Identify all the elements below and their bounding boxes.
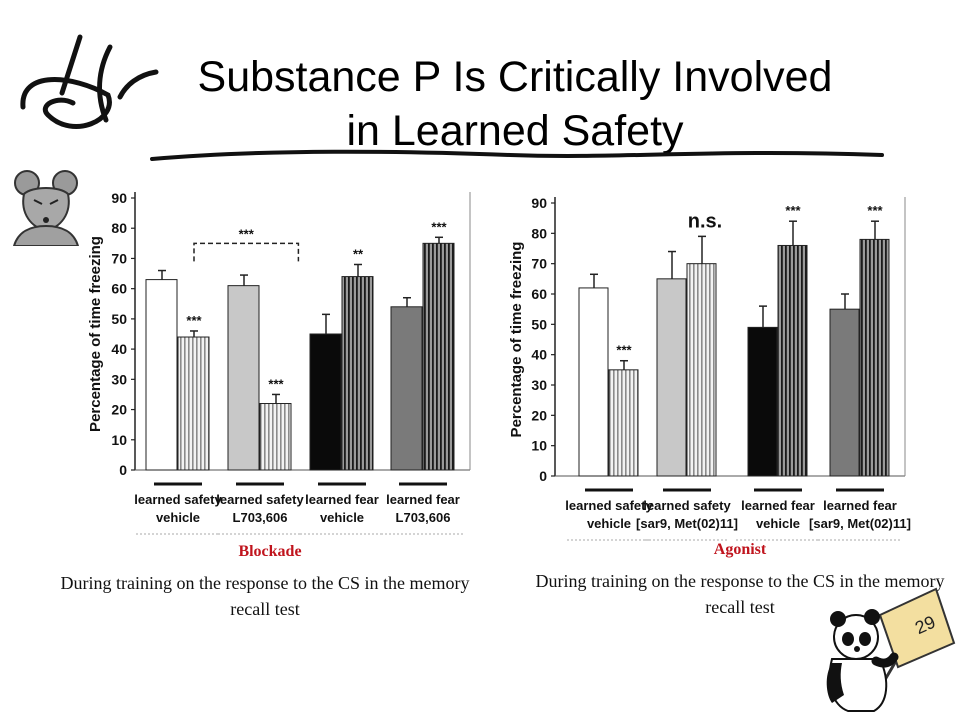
bar xyxy=(859,238,890,477)
group-label-line1: learned fear xyxy=(823,498,897,513)
significance-bracket xyxy=(193,242,300,262)
bar xyxy=(422,242,455,471)
y-tick-label: 0 xyxy=(539,468,547,484)
y-tick-label: 50 xyxy=(531,316,547,332)
group-label-line2: vehicle xyxy=(587,516,631,531)
group-label-line1: learned fear xyxy=(305,492,379,507)
caption-agonist-text: During training on the response to the C… xyxy=(535,571,945,617)
mouse-icon xyxy=(10,168,82,246)
significance-label: *** xyxy=(431,219,447,234)
bar xyxy=(309,333,342,471)
group-label-line1: learned fear xyxy=(741,498,815,513)
significance-label: *** xyxy=(186,313,202,328)
panda-icon: 29 xyxy=(826,587,956,712)
bar xyxy=(177,336,210,471)
significance-label: *** xyxy=(616,343,632,358)
group-label-line1: learned safety xyxy=(565,498,653,513)
bar xyxy=(608,369,639,477)
y-tick-label: 10 xyxy=(531,438,547,454)
group-label-line2: L703,606 xyxy=(396,510,451,525)
y-tick-label: 20 xyxy=(531,407,547,423)
group-label-line1: learned safety xyxy=(643,498,731,513)
group-label-line2: [sar9, Met(02)11] xyxy=(636,516,738,531)
y-axis-label: Percentage of time freezing xyxy=(508,242,525,438)
significance-label: ** xyxy=(353,246,364,261)
group-label-line2: vehicle xyxy=(320,510,364,525)
bar xyxy=(341,276,374,471)
y-tick-label: 40 xyxy=(531,347,547,363)
y-tick-label: 90 xyxy=(111,190,127,206)
y-tick-label: 0 xyxy=(119,462,127,478)
group-label-line2: L703,606 xyxy=(233,510,288,525)
y-tick-label: 20 xyxy=(111,402,127,418)
slide-title-line-2: in Learned Safety xyxy=(346,107,684,155)
bar xyxy=(829,308,860,477)
y-tick-label: 90 xyxy=(531,195,547,211)
bar xyxy=(578,287,609,477)
ghost-squiggle-icon xyxy=(20,34,159,129)
group-label-line1: learned safety xyxy=(134,492,222,507)
y-tick-label: 60 xyxy=(111,281,127,297)
y-tick-label: 50 xyxy=(111,311,127,327)
y-tick-label: 80 xyxy=(531,225,547,241)
group-label-line1: learned fear xyxy=(386,492,460,507)
chart-agonist: Percentage of time freezing 0 10 20 30 40 50 60… xyxy=(508,195,911,541)
slide-title-line-1: Substance P Is Critically Involved xyxy=(197,53,833,101)
bar xyxy=(777,244,808,477)
bar xyxy=(747,326,778,477)
bar xyxy=(145,279,178,471)
ns-annotation: n.s. xyxy=(688,210,722,232)
group-label-line1: learned safety xyxy=(216,492,304,507)
y-tick-label: 30 xyxy=(531,377,547,393)
y-axis-label: Percentage of time freezing xyxy=(87,236,104,432)
bracket-label: *** xyxy=(239,226,255,241)
y-tick-label: 80 xyxy=(111,220,127,236)
significance-label: *** xyxy=(268,376,284,391)
bar xyxy=(656,278,687,477)
caption-agonist-heading: Agonist xyxy=(713,541,767,558)
significance-label: *** xyxy=(785,203,801,218)
significance-label: *** xyxy=(867,203,883,218)
y-tick-label: 40 xyxy=(111,341,127,357)
y-tick-label: 60 xyxy=(531,286,547,302)
chart-blockade: Percentage of time freezing 0 10 20 30 40 50 60… xyxy=(87,190,471,535)
y-tick-label: 70 xyxy=(531,256,547,272)
bar xyxy=(686,263,717,477)
bar xyxy=(390,306,423,471)
bar xyxy=(259,403,292,471)
y-tick-label: 10 xyxy=(111,432,127,448)
group-label-line2: vehicle xyxy=(156,510,200,525)
group-label-line2: [sar9, Met(02)11] xyxy=(809,516,911,531)
y-tick-label: 30 xyxy=(111,371,127,387)
caption-blockade-heading: Blockade xyxy=(238,543,302,560)
caption-blockade-text: During training on the response to the C… xyxy=(60,573,470,619)
bar xyxy=(227,285,260,471)
title-underline xyxy=(150,149,884,161)
y-tick-label: 70 xyxy=(111,250,127,266)
group-label-line2: vehicle xyxy=(756,516,800,531)
